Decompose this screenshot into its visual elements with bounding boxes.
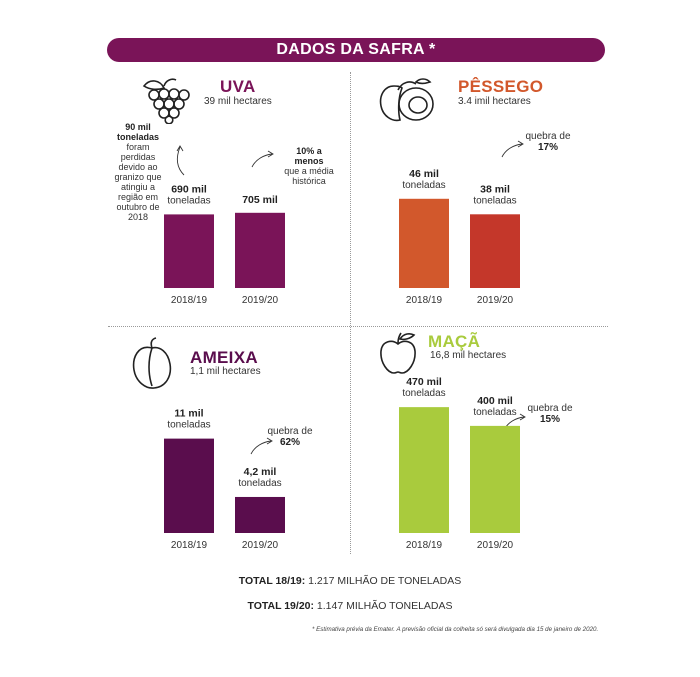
horizontal-divider (108, 326, 608, 327)
maca-bar-1 (470, 425, 520, 533)
uva-annotation-right-bold: 10% a menos (294, 146, 324, 166)
pessego-subtitle: 3.4 imil hectares (458, 96, 531, 107)
maca-value-label-1: 400 mil (477, 395, 513, 407)
maca-category-label-1: 2019/20 (477, 540, 514, 551)
uva-subtitle: 39 mil hectares (204, 96, 272, 107)
total-18-19-value: 1.217 MILHÃO DE TONELADAS (308, 575, 462, 587)
pessego-category-label-1: 2019/20 (477, 295, 514, 306)
grapes-icon (142, 78, 190, 124)
pessego-unit-label-1: toneladas (473, 195, 516, 206)
uva-value-label-0: 690 mil (171, 183, 207, 195)
ameixa-bar-0 (164, 438, 214, 533)
vertical-divider (350, 72, 351, 554)
maca-title: MAÇÃ (428, 332, 481, 351)
pessego-title: PÊSSEGO (458, 77, 544, 96)
ameixa-category-label-1: 2019/20 (242, 540, 279, 551)
maca-annotation-right-text: quebra de (527, 403, 573, 414)
uva-annotation-left-bold: 90 mil toneladas (116, 122, 159, 142)
ameixa-title: AMEIXA (190, 348, 258, 367)
maca-category-label-0: 2018/19 (406, 540, 443, 551)
pessego-category-label-0: 2018/19 (406, 295, 443, 306)
uva-unit-label-0: toneladas (167, 195, 210, 206)
maca-subtitle: 16,8 mil hectares (430, 350, 507, 361)
uva-annotation-right: 10% a menos que a média histórica (282, 146, 336, 186)
curved-arrow-up-icon (176, 145, 185, 176)
ameixa-category-label-0: 2018/19 (171, 540, 208, 551)
ameixa-annotation-right-bold: 62% (279, 437, 300, 448)
total-18-19: TOTAL 18/19: 1.217 MILHÃO DE TONELADAS (0, 575, 700, 587)
pessego-annotation-right-bold: 17% (537, 142, 558, 153)
total-18-19-label: TOTAL 18/19: (238, 575, 306, 587)
curved-arrow-right-icon (251, 150, 274, 168)
uva-annotation-left: 90 mil toneladas foram perdidas devido a… (112, 122, 164, 222)
ameixa-annotation-right-text: quebra de (267, 426, 313, 437)
maca-unit-label-0: toneladas (402, 388, 445, 399)
uva-annotation-left-text: foram perdidas devido ao granizo que ati… (114, 142, 162, 222)
curved-arrow-right-icon (501, 140, 524, 158)
ameixa-unit-label-0: toneladas (167, 420, 210, 431)
uva-value-label-1: 705 mil (242, 194, 278, 206)
pessego-value-label-1: 38 mil (480, 183, 510, 195)
maca-annotation-right-bold: 15% (539, 414, 560, 425)
uva-category-label-0: 2018/19 (171, 295, 208, 306)
plum-icon (132, 337, 172, 389)
banner-title: DADOS DA SAFRA * (107, 38, 605, 62)
uva-annotation-right-text: que a média histórica (284, 166, 334, 186)
pessego-unit-label-0: toneladas (402, 180, 445, 191)
footnote: * Estimativa prévia da Emater. A previsã… (312, 626, 599, 633)
ameixa-bar-1 (235, 496, 285, 533)
uva-title: UVA (220, 77, 256, 96)
ameixa-annotation-right: quebra de 62% (266, 426, 314, 448)
pessego-annotation-right: quebra de 17% (524, 131, 572, 153)
curved-arrow-right-icon (250, 437, 273, 455)
peach-icon (379, 78, 434, 122)
pessego-annotation-right-text: quebra de (525, 131, 571, 142)
maca-bar-0 (399, 407, 449, 533)
uva-bar-1 (235, 212, 285, 288)
apple-icon (380, 332, 416, 374)
total-19-20-label: TOTAL 19/20: (247, 600, 314, 612)
pessego-bar-0 (399, 198, 449, 288)
pessego-value-label-0: 46 mil (409, 168, 439, 180)
uva-bar-0 (164, 214, 214, 288)
ameixa-unit-label-1: toneladas (238, 478, 281, 489)
pessego-bar-1 (470, 214, 520, 288)
total-19-20: TOTAL 19/20: 1.147 MILHÃO TONELADAS (0, 600, 700, 612)
maca-value-label-0: 470 mil (406, 376, 442, 388)
maca-annotation-right: quebra de 15% (526, 403, 574, 425)
ameixa-value-label-1: 4,2 mil (244, 466, 277, 478)
ameixa-subtitle: 1,1 mil hectares (190, 366, 261, 377)
maca-unit-label-1: toneladas (473, 407, 516, 418)
uva-category-label-1: 2019/20 (242, 295, 279, 306)
ameixa-value-label-0: 11 mil (174, 408, 203, 420)
total-19-20-value: 1.147 MILHÃO TONELADAS (316, 600, 453, 612)
